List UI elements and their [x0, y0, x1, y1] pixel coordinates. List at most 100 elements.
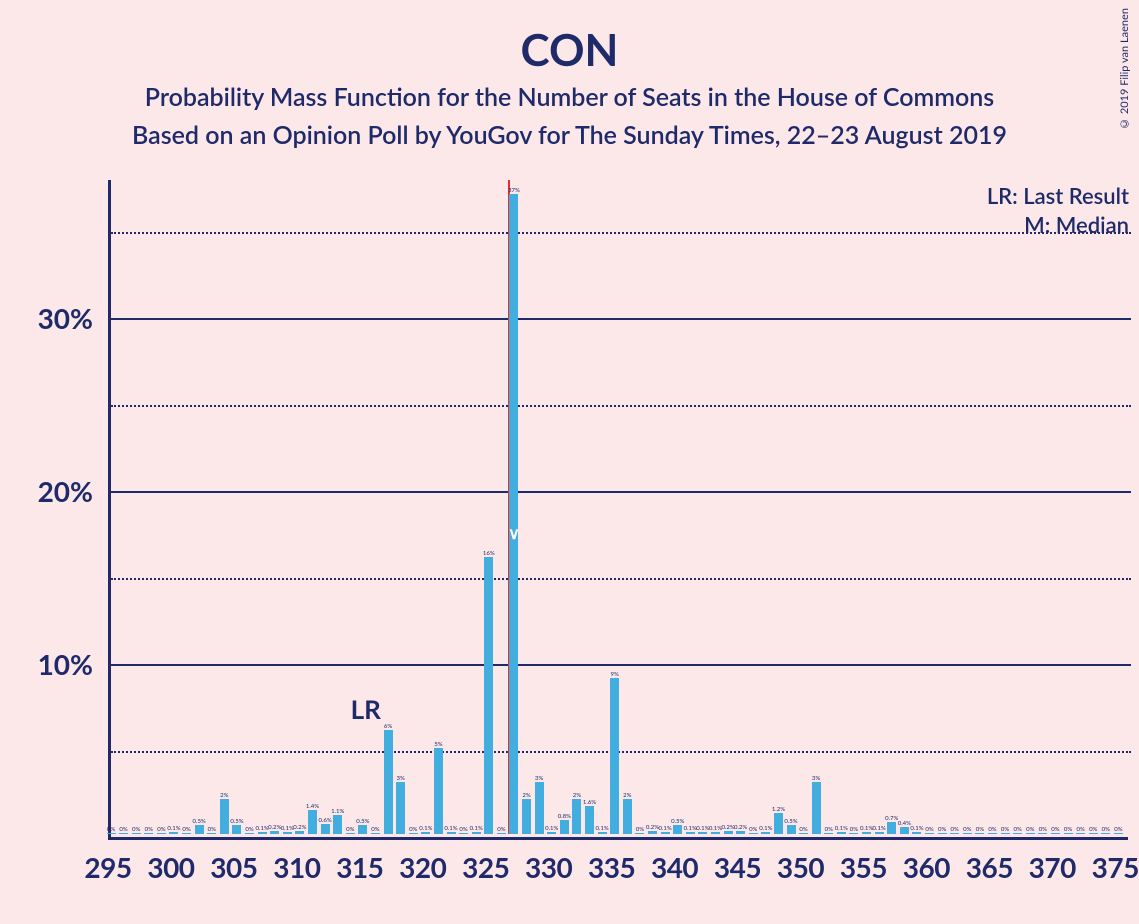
bar: 0.5%	[358, 825, 367, 834]
gridline-minor	[111, 751, 1131, 753]
bar-value-label: 0.1%	[444, 825, 457, 832]
bar-value-label: 0.2%	[721, 824, 734, 831]
bar-value-label: 1.4%	[306, 803, 319, 810]
bar: 0%	[207, 833, 216, 834]
bar-value-label: 0%	[1114, 826, 1122, 833]
bar-value-label: 0.4%	[898, 820, 911, 827]
bar-value-label: 3%	[396, 775, 404, 782]
bar-value-label: 0.1%	[596, 825, 609, 832]
bar: 0.1%	[283, 832, 292, 834]
bar: 0.4%	[900, 827, 909, 834]
bar-value-label: 0.1%	[658, 825, 671, 832]
bar: 9%	[610, 678, 619, 834]
bar-value-label: 0.5%	[356, 818, 369, 825]
bar-value-label: 6%	[384, 723, 392, 730]
bar: 0.1%	[447, 832, 456, 834]
bar-value-label: 0.7%	[885, 815, 898, 822]
bar-value-label: 3%	[812, 775, 820, 782]
bar: 1.1%	[333, 815, 342, 834]
bar: 0%	[459, 833, 468, 834]
bar: 0.1%	[698, 832, 707, 834]
bar: 0%	[635, 833, 644, 834]
bar-value-label: 0%	[409, 826, 417, 833]
bar-value-label: 0%	[119, 826, 127, 833]
bar-value-label: 0.1%	[545, 825, 558, 832]
bar-value-label: 1.1%	[331, 808, 344, 815]
bar: 0%	[1089, 833, 1098, 834]
bar-value-label: 5%	[434, 741, 442, 748]
bar-value-label: 1.2%	[772, 806, 785, 813]
bar: 0%	[1076, 833, 1085, 834]
bar-value-label: 0%	[346, 826, 354, 833]
bar-value-label: 0%	[107, 826, 115, 833]
bar: 2%	[220, 799, 229, 834]
bar-value-label: 0.1%	[709, 825, 722, 832]
bar-value-label: 0%	[132, 826, 140, 833]
bar: 0.2%	[736, 831, 745, 834]
bar-value-label: 37%	[508, 187, 520, 194]
bar: 1.6%	[585, 806, 594, 834]
bar: 0.5%	[673, 825, 682, 834]
bar: 0%	[409, 833, 418, 834]
bar-value-label: 0%	[799, 826, 807, 833]
bar: 2%	[623, 799, 632, 834]
bar: 0%	[988, 833, 997, 834]
bar-value-label: 0%	[459, 826, 467, 833]
bar-value-label: 0.5%	[193, 818, 206, 825]
bar: 0.6%	[321, 824, 330, 834]
bar-value-label: 0%	[636, 826, 644, 833]
bar: 3%	[812, 782, 821, 834]
bar: 6%	[384, 730, 393, 834]
bar: 0%	[497, 833, 506, 834]
bar-value-label: 0%	[1102, 826, 1110, 833]
bar-value-label: 0%	[1001, 826, 1009, 833]
bar: 0.1%	[912, 832, 921, 834]
x-tick-label: 335	[580, 850, 643, 884]
bar-value-label: 0%	[1014, 826, 1022, 833]
bar: 5%	[434, 748, 443, 834]
bar: 0.1%	[875, 832, 884, 834]
y-tick-label: 10%	[3, 647, 93, 681]
bar: 0.1%	[421, 832, 430, 834]
copyright-text: © 2019 Filip van Laenen	[1118, 8, 1131, 130]
bar: 0%	[144, 833, 153, 834]
bar-value-label: 0.1%	[696, 825, 709, 832]
bar: 0%	[1051, 833, 1060, 834]
bar: 0%	[371, 833, 380, 834]
bar-value-label: 2%	[522, 792, 530, 799]
bar: 0.1%	[547, 832, 556, 834]
bar: 0.2%	[648, 831, 657, 834]
bar-value-label: 0%	[988, 826, 996, 833]
bar: 0%	[975, 833, 984, 834]
bar: 0.8%	[560, 820, 569, 834]
bar-value-label: 0.1%	[910, 825, 923, 832]
x-tick-label: 300	[139, 850, 202, 884]
bar: 0%	[182, 833, 191, 834]
y-tick-label: 30%	[3, 301, 93, 335]
bar: 2%	[522, 799, 531, 834]
bar: 0.1%	[598, 832, 607, 834]
bar-value-label: 0.1%	[470, 825, 483, 832]
bar: 0%	[1026, 833, 1035, 834]
bar: 0.7%	[887, 822, 896, 834]
x-tick-label: 310	[265, 850, 328, 884]
gridline-minor	[111, 232, 1131, 234]
bar-value-label: 0%	[749, 826, 757, 833]
bar-value-label: 0%	[208, 826, 216, 833]
bar-value-label: 1.6%	[583, 799, 596, 806]
bar-value-label: 0%	[1051, 826, 1059, 833]
bar: 0.2%	[295, 831, 304, 834]
bar-value-label: 2%	[220, 792, 228, 799]
bar: 0.1%	[472, 832, 481, 834]
bar: 0%	[1064, 833, 1073, 834]
bar-value-label: 0%	[938, 826, 946, 833]
bar: 0%	[1038, 833, 1047, 834]
bar-value-label: 0.1%	[281, 825, 294, 832]
bar: 0%	[799, 833, 808, 834]
bar-value-label: 0.1%	[256, 825, 269, 832]
x-tick-label: 350	[769, 850, 832, 884]
bar-value-label: 0.1%	[835, 825, 848, 832]
bar: 0.1%	[258, 832, 267, 834]
gridline-minor	[111, 405, 1131, 407]
x-tick-label: 360	[895, 850, 958, 884]
